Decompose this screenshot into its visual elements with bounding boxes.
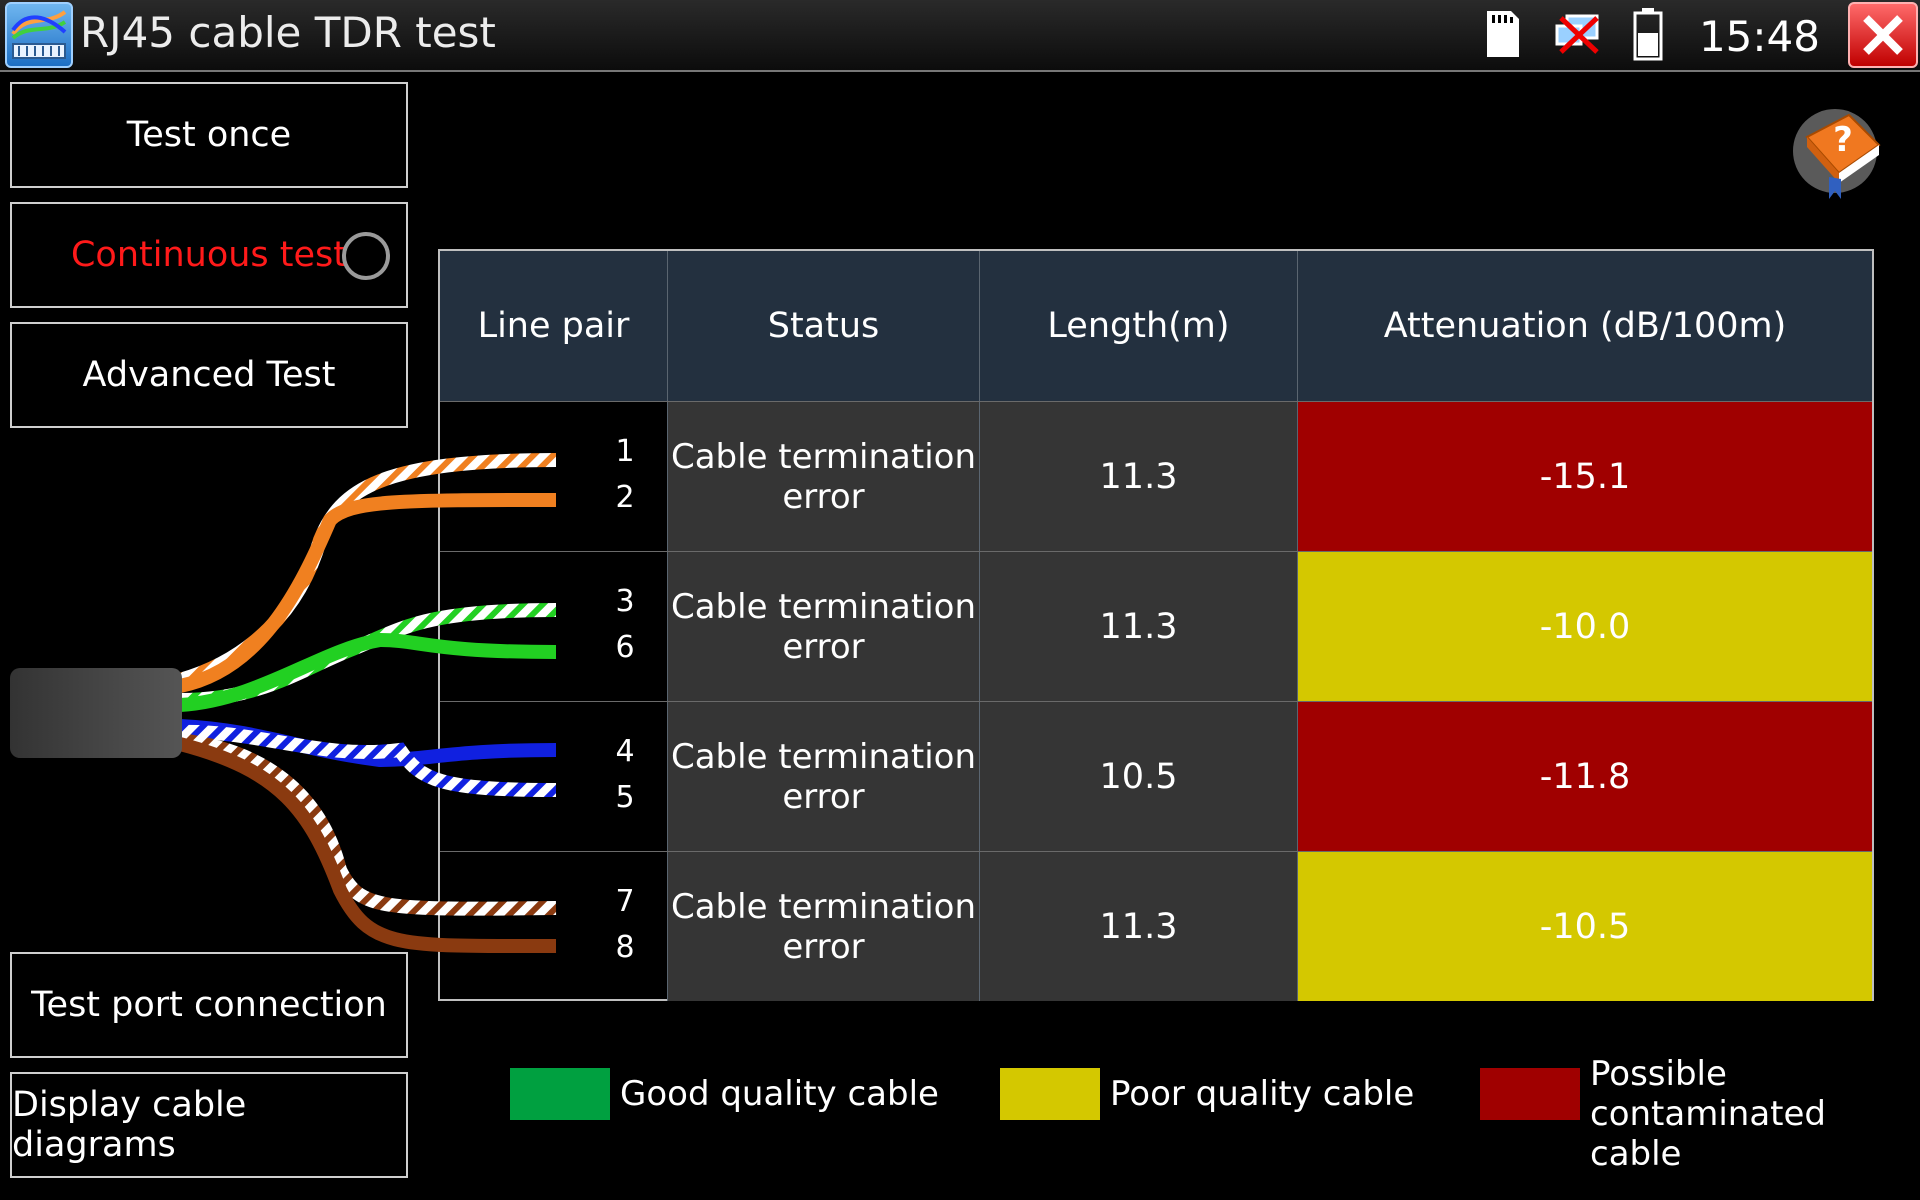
test-once-button[interactable]: Test once (10, 82, 408, 188)
legend-good-swatch (510, 1068, 610, 1120)
legend-contaminated-label: Possible contaminated cable (1590, 1054, 1826, 1174)
app-cable-icon (5, 2, 73, 68)
pair-number: 2 (615, 480, 635, 515)
legend-good-label: Good quality cable (620, 1074, 939, 1114)
continuous-test-button[interactable]: Continuous test (10, 202, 408, 308)
cable-diagram-image (10, 453, 557, 954)
pair-number: 7 (615, 884, 635, 919)
header-attenuation: Attenuation (dB/100m) (1383, 306, 1787, 346)
pair-number: 4 (615, 734, 635, 769)
header-status: Status (668, 251, 980, 401)
pair-number: 6 (615, 630, 635, 665)
advanced-test-label: Advanced Test (82, 355, 336, 395)
status-icons: 15:48 (1483, 8, 1820, 64)
status-cell: Cable termination error (668, 552, 980, 701)
display-cable-diagrams-label: Display cable diagrams (12, 1085, 247, 1165)
sd-card-icon (1483, 9, 1523, 63)
legend-poor-swatch (1000, 1068, 1100, 1120)
header-length: Length(m) (980, 251, 1298, 401)
continuous-test-radio[interactable] (342, 232, 390, 280)
pair-number: 1 (615, 434, 635, 469)
clock: 15:48 (1698, 11, 1820, 61)
title-bar: RJ45 cable TDR test 15:48 (0, 0, 1920, 72)
advanced-test-button[interactable]: Advanced Test (10, 322, 408, 428)
attenuation-cell: -15.1 (1298, 402, 1872, 551)
status-cell: Cable termination error (668, 402, 980, 551)
length-cell: 10.5 (980, 702, 1298, 851)
display-cable-diagrams-button[interactable]: Display cable diagrams (10, 1072, 408, 1178)
status-cell: Cable termination error (668, 852, 980, 1001)
table-header: Line pair Status Length(m) Attenuation (… (440, 251, 1872, 401)
test-port-connection-button[interactable]: Test port connection (10, 952, 408, 1058)
status-cell: Cable termination error (668, 702, 980, 851)
continuous-test-label: Continuous test (70, 235, 348, 275)
length-cell: 11.3 (980, 852, 1298, 1001)
legend-contaminated-swatch (1480, 1068, 1580, 1120)
pair-number: 8 (615, 930, 635, 965)
attenuation-cell: -10.0 (1298, 552, 1872, 701)
help-book-icon[interactable]: ? (1793, 107, 1887, 201)
test-port-connection-label: Test port connection (31, 985, 387, 1025)
header-line-pair: Line pair (440, 251, 668, 401)
pair-number: 5 (615, 780, 635, 815)
close-button[interactable] (1848, 2, 1918, 68)
length-cell: 11.3 (980, 402, 1298, 551)
network-disconnected-icon (1553, 12, 1603, 60)
legend-poor-label: Poor quality cable (1110, 1074, 1415, 1114)
battery-icon (1633, 7, 1663, 65)
svg-text:?: ? (1833, 120, 1853, 160)
tdr-results-table: Line pair Status Length(m) Attenuation (… (438, 249, 1874, 1001)
app-title: RJ45 cable TDR test (80, 8, 496, 57)
length-cell: 11.3 (980, 552, 1298, 701)
attenuation-cell: -11.8 (1298, 702, 1872, 851)
pair-number: 3 (615, 584, 635, 619)
attenuation-cell: -10.5 (1298, 852, 1872, 1001)
test-once-label: Test once (126, 115, 292, 155)
close-icon (1863, 15, 1903, 55)
